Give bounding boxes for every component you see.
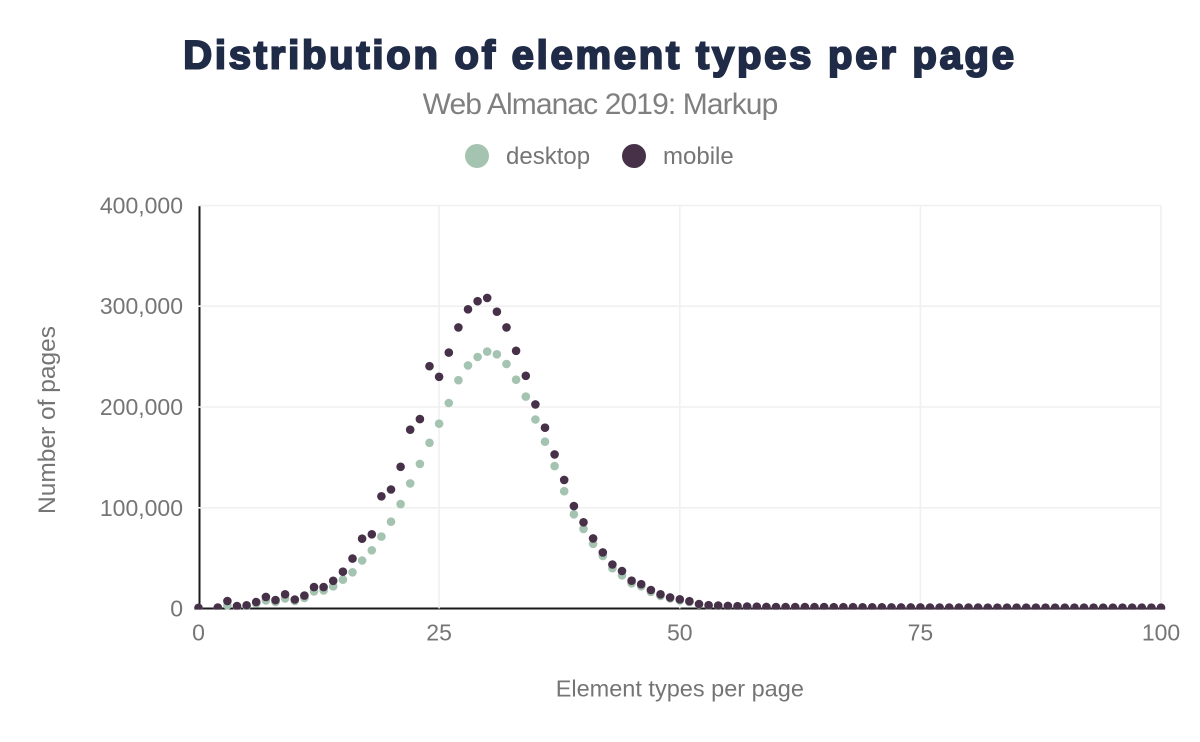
svg-text:25: 25 xyxy=(426,620,452,646)
svg-text:0: 0 xyxy=(170,596,183,622)
svg-text:Number of pages: Number of pages xyxy=(34,326,61,514)
svg-text:100,000: 100,000 xyxy=(100,495,183,521)
svg-text:Web Almanac 2019: Markup: Web Almanac 2019: Markup xyxy=(423,88,778,121)
svg-text:100: 100 xyxy=(1142,620,1180,646)
svg-text:200,000: 200,000 xyxy=(100,394,183,420)
svg-text:Distribution of element types: Distribution of element types per page xyxy=(183,34,1017,78)
svg-text:400,000: 400,000 xyxy=(100,193,183,219)
svg-text:desktop: desktop xyxy=(506,143,590,170)
svg-text:mobile: mobile xyxy=(663,143,734,170)
svg-text:0: 0 xyxy=(192,620,205,646)
svg-text:75: 75 xyxy=(908,620,934,646)
svg-text:300,000: 300,000 xyxy=(100,293,183,319)
svg-text:Element types per page: Element types per page xyxy=(556,676,804,702)
svg-text:50: 50 xyxy=(667,620,693,646)
